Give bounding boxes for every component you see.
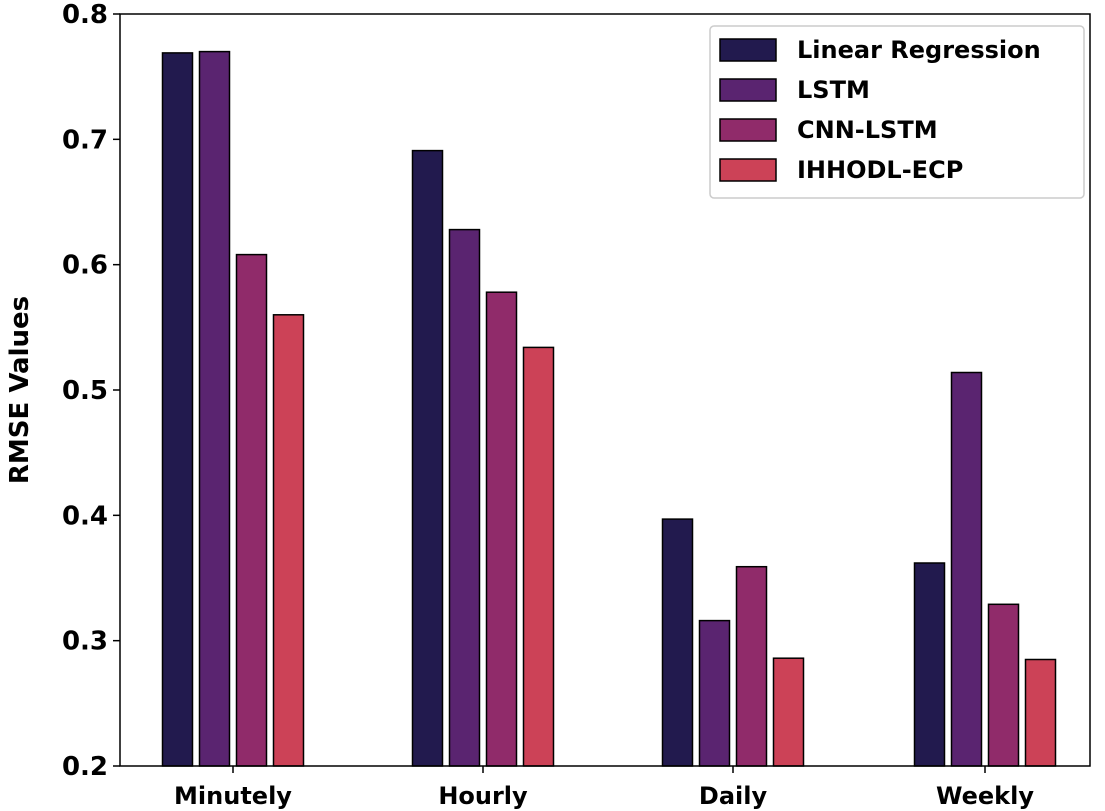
bar-lstm-minutely — [198, 50, 231, 767]
y-tick-label: 0.3 — [62, 627, 108, 657]
y-axis-label: RMSE Values — [5, 296, 35, 484]
bar-linear-regression-hourly — [411, 149, 444, 767]
y-tick-label: 0.4 — [62, 501, 108, 531]
bar-lstm-weekly — [950, 371, 983, 767]
x-tick-label: Daily — [699, 782, 768, 810]
bar-ihhodl-ecp-minutely — [272, 314, 305, 767]
legend-label: Linear Regression — [797, 36, 1041, 64]
x-axis-ticks: Minutely Hourly Daily Weekly — [174, 766, 1034, 810]
bar-linear-regression-daily — [661, 518, 694, 767]
legend-label: LSTM — [797, 76, 870, 104]
bar-lstm-daily — [698, 619, 731, 767]
legend-swatch — [719, 38, 777, 62]
bar-ihhodl-ecp-hourly — [522, 346, 555, 767]
y-tick-label: 0.7 — [62, 125, 108, 155]
legend: Linear Regression LSTM CNN-LSTM IHHODL-ECP — [709, 25, 1085, 199]
bar-cnn-lstm-minutely — [235, 253, 268, 767]
bar-cnn-lstm-weekly — [987, 603, 1020, 767]
y-tick-label: 0.5 — [62, 376, 108, 406]
legend-box — [709, 25, 1085, 199]
legend-swatch — [719, 78, 777, 102]
plot-frame — [119, 13, 1091, 767]
bar-lstm-hourly — [448, 228, 481, 767]
y-tick-label: 0.8 — [62, 0, 108, 30]
bar-cnn-lstm-daily — [735, 565, 768, 767]
legend-label: IHHODL-ECP — [797, 156, 963, 184]
bar-ihhodl-ecp-weekly — [1024, 658, 1057, 767]
bar-linear-regression-weekly — [913, 562, 946, 767]
x-tick-label: Hourly — [438, 782, 528, 810]
legend-swatch — [719, 158, 777, 182]
legend-swatch — [719, 118, 777, 142]
y-tick-label: 0.6 — [62, 251, 108, 281]
y-tick-label: 0.2 — [62, 752, 108, 782]
legend-label: CNN-LSTM — [797, 116, 938, 144]
x-tick-label: Minutely — [174, 782, 292, 810]
bar-cnn-lstm-hourly — [485, 291, 518, 767]
y-axis-ticks: 0.2 0.3 0.4 0.5 0.6 0.7 0.8 — [62, 0, 120, 782]
bar-linear-regression-minutely — [161, 52, 194, 767]
bars-group — [161, 50, 1057, 767]
x-tick-label: Weekly — [936, 782, 1034, 810]
bar-ihhodl-ecp-daily — [772, 657, 805, 767]
